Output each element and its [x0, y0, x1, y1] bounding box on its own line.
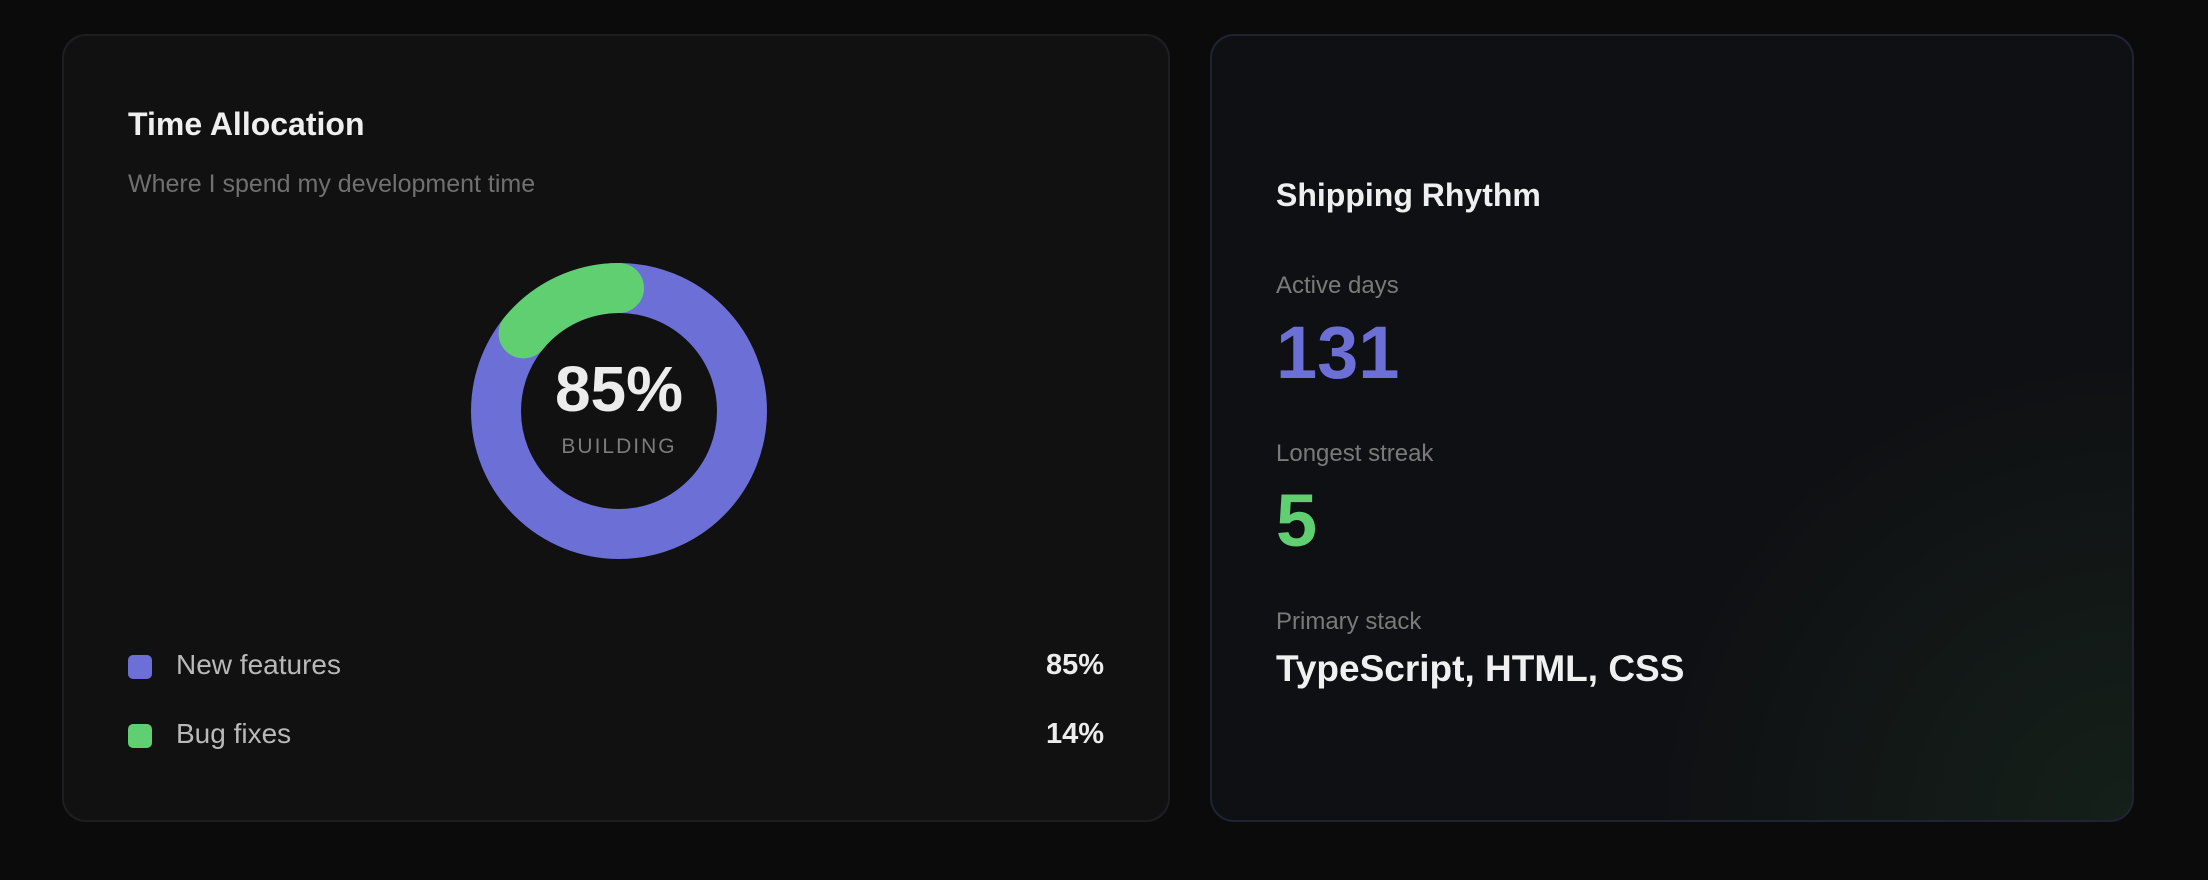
- donut-segment-bug-fixes: [471, 263, 767, 559]
- shipping-rhythm-title: Shipping Rhythm: [1276, 177, 1541, 213]
- legend-swatch-new-features: [128, 655, 152, 679]
- active-days-value: 131: [1276, 311, 1400, 394]
- legend-label-new-features: New features: [176, 649, 341, 680]
- donut-center-value: 85%: [554, 353, 684, 425]
- longest-streak-value: 5: [1276, 479, 1318, 562]
- donut-center: 85% BUILDING: [469, 261, 769, 561]
- allocation-donut-chart: [471, 263, 767, 559]
- donut-center-label: BUILDING: [561, 435, 677, 458]
- legend-item-new-features: New features 85%: [128, 649, 1104, 683]
- time-allocation-subtitle: Where I spend my development time: [128, 170, 536, 198]
- legend-swatch-bug-fixes: [128, 724, 152, 748]
- active-days-label: Active days: [1276, 272, 1399, 299]
- legend-value-bug-fixes: 14%: [1045, 718, 1104, 750]
- legend-value-new-features: 85%: [1045, 649, 1104, 681]
- legend-item-bug-fixes: Bug fixes 14%: [128, 718, 1104, 752]
- legend-label-bug-fixes: Bug fixes: [176, 718, 292, 749]
- time-allocation-card: Time Allocation Where I spend my develop…: [62, 34, 1170, 822]
- shipping-rhythm-card: Shipping Rhythm Active days 131 Longest …: [1210, 34, 2134, 822]
- primary-stack-value: TypeScript, HTML, CSS: [1276, 648, 1685, 689]
- time-allocation-title: Time Allocation: [128, 106, 365, 142]
- primary-stack-label: Primary stack: [1276, 608, 1422, 635]
- longest-streak-label: Longest streak: [1276, 440, 1434, 467]
